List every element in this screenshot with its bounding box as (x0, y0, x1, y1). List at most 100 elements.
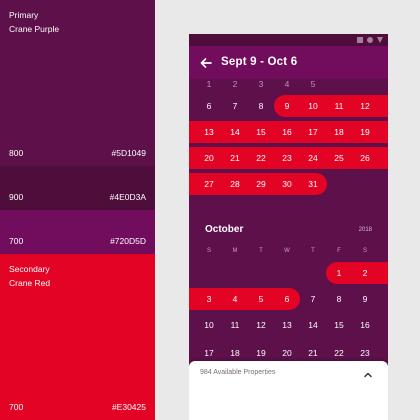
calendar-day[interactable]: 26 (360, 153, 370, 163)
swatch-secondary-700: Secondary Crane Red 700 #E30425 (0, 254, 155, 420)
swatch-tone: 900 (9, 192, 24, 202)
calendar-day[interactable]: 3 (258, 79, 264, 89)
calendar-day[interactable]: 14 (230, 127, 240, 137)
calendar-day[interactable]: 24 (308, 153, 318, 163)
selected-range (189, 173, 327, 195)
calendar-day[interactable]: 9 (284, 101, 290, 111)
calendar-day[interactable]: 4 (284, 79, 290, 89)
calendar-day[interactable]: 17 (204, 348, 214, 358)
weekday-header: F (337, 248, 341, 254)
calendar-day[interactable]: 14 (308, 320, 318, 330)
available-properties-label: 984 Available Properties (200, 369, 276, 376)
weekday-header: T (259, 248, 263, 254)
calendar-day[interactable]: 21 (308, 348, 318, 358)
bottom-sheet[interactable]: 984 Available Properties (189, 361, 388, 420)
calendar-day[interactable]: 4 (232, 294, 238, 304)
app-bar: Sept 9 - Oct 6 (189, 46, 388, 79)
calendar-day[interactable]: 12 (360, 101, 370, 111)
weekday-header: S (362, 248, 367, 254)
calendar-day[interactable]: 9 (362, 294, 368, 304)
calendar-day[interactable]: 18 (334, 127, 344, 137)
calendar-day[interactable]: 12 (256, 320, 266, 330)
swatch-name-line-1: Secondary (9, 264, 50, 274)
calendar-day[interactable]: 16 (360, 320, 370, 330)
selected-range (189, 121, 388, 143)
selected-range (189, 147, 388, 169)
swatch-name: Primary Crane Purple (9, 8, 59, 36)
calendar-day[interactable]: 22 (256, 153, 266, 163)
calendar-day[interactable]: 15 (334, 320, 344, 330)
swatch-hex: #4E0D3A (109, 192, 146, 202)
calendar-day[interactable]: 27 (204, 179, 214, 189)
calendar-day[interactable]: 21 (230, 153, 240, 163)
calendar-day[interactable]: 19 (256, 348, 266, 358)
circle-icon (367, 37, 373, 43)
swatch-tone: 700 (9, 236, 24, 246)
calendar-day[interactable]: 20 (282, 348, 292, 358)
weekday-header: T (311, 248, 315, 254)
year-label: 2018 (358, 227, 372, 233)
calendar-day[interactable]: 6 (284, 294, 290, 304)
calendar-day[interactable]: 1 (206, 79, 212, 89)
calendar-day[interactable]: 8 (258, 101, 264, 111)
calendar-day[interactable]: 8 (336, 294, 342, 304)
swatch-primary-900: 900 #4E0D3A (0, 166, 155, 210)
calendar-day[interactable]: 6 (206, 101, 212, 111)
swatch-primary-700: 700 #720D5D (0, 210, 155, 254)
swatch-name-line-2: Crane Purple (9, 24, 60, 34)
calendar-day[interactable]: 23 (282, 153, 292, 163)
calendar-day[interactable]: 15 (256, 127, 266, 137)
swatch-name-line-2: Crane Red (9, 278, 51, 288)
calendar-day[interactable]: 31 (308, 179, 318, 189)
selected-range (326, 262, 388, 284)
status-bar (189, 34, 388, 46)
weekday-header: S (206, 248, 211, 254)
calendar-day[interactable]: 17 (308, 127, 318, 137)
calendar-day[interactable]: 3 (206, 294, 212, 304)
swatch-tone: 800 (9, 148, 24, 158)
selected-range (274, 95, 388, 117)
calendar-day[interactable]: 25 (334, 153, 344, 163)
chevron-up-icon[interactable] (362, 368, 374, 380)
calendar-day[interactable]: 11 (334, 101, 344, 111)
calendar-day[interactable]: 29 (256, 179, 266, 189)
calendar-day[interactable]: 18 (230, 348, 240, 358)
calendar-day[interactable]: 22 (334, 348, 344, 358)
color-palette: Primary Crane Purple 800 #5D1049 900 #4E… (0, 0, 155, 420)
calendar-day[interactable]: 10 (308, 101, 318, 111)
calendar-day[interactable]: 19 (360, 127, 370, 137)
arrow-left-icon[interactable] (197, 54, 215, 72)
swatch-hex: #5D1049 (111, 148, 146, 158)
calendar-day[interactable]: 5 (258, 294, 264, 304)
month-title: October (205, 224, 244, 235)
calendar-day[interactable]: 7 (232, 101, 238, 111)
calendar-day[interactable]: 23 (360, 348, 370, 358)
calendar-day[interactable]: 13 (204, 127, 214, 137)
weekday-header: M (232, 248, 238, 254)
calendar-day[interactable]: 11 (230, 320, 240, 330)
date-range-title: Sept 9 - Oct 6 (221, 56, 298, 68)
weekday-header: W (284, 248, 290, 254)
calendar-day[interactable]: 5 (310, 79, 316, 89)
swatch-tone: 700 (9, 402, 24, 412)
calendar-day[interactable]: 7 (310, 294, 316, 304)
calendar-day[interactable]: 2 (362, 268, 368, 278)
calendar-day[interactable]: 13 (282, 320, 292, 330)
calendar-day[interactable]: 10 (204, 320, 214, 330)
status-icons (357, 37, 383, 43)
swatch-name-line-1: Primary (9, 10, 39, 20)
swatch-primary-800: Primary Crane Purple 800 #5D1049 (0, 0, 155, 166)
calendar-day[interactable]: 2 (232, 79, 238, 89)
calendar-day[interactable]: 1 (336, 268, 342, 278)
calendar-day[interactable]: 28 (230, 179, 240, 189)
swatch-hex: #E30425 (111, 402, 146, 412)
triangle-icon (377, 37, 383, 43)
swatch-hex: #720D5D (110, 236, 146, 246)
selected-range (189, 288, 300, 310)
phone-screen: Sept 9 - Oct 6 1 2 3 4 5 6 7 8 9 10 11 1… (189, 34, 388, 420)
swatch-name: Secondary Crane Red (9, 262, 50, 290)
calendar-day[interactable]: 30 (282, 179, 292, 189)
calendar-day[interactable]: 16 (282, 127, 292, 137)
square-icon (357, 37, 363, 43)
calendar-day[interactable]: 20 (204, 153, 214, 163)
